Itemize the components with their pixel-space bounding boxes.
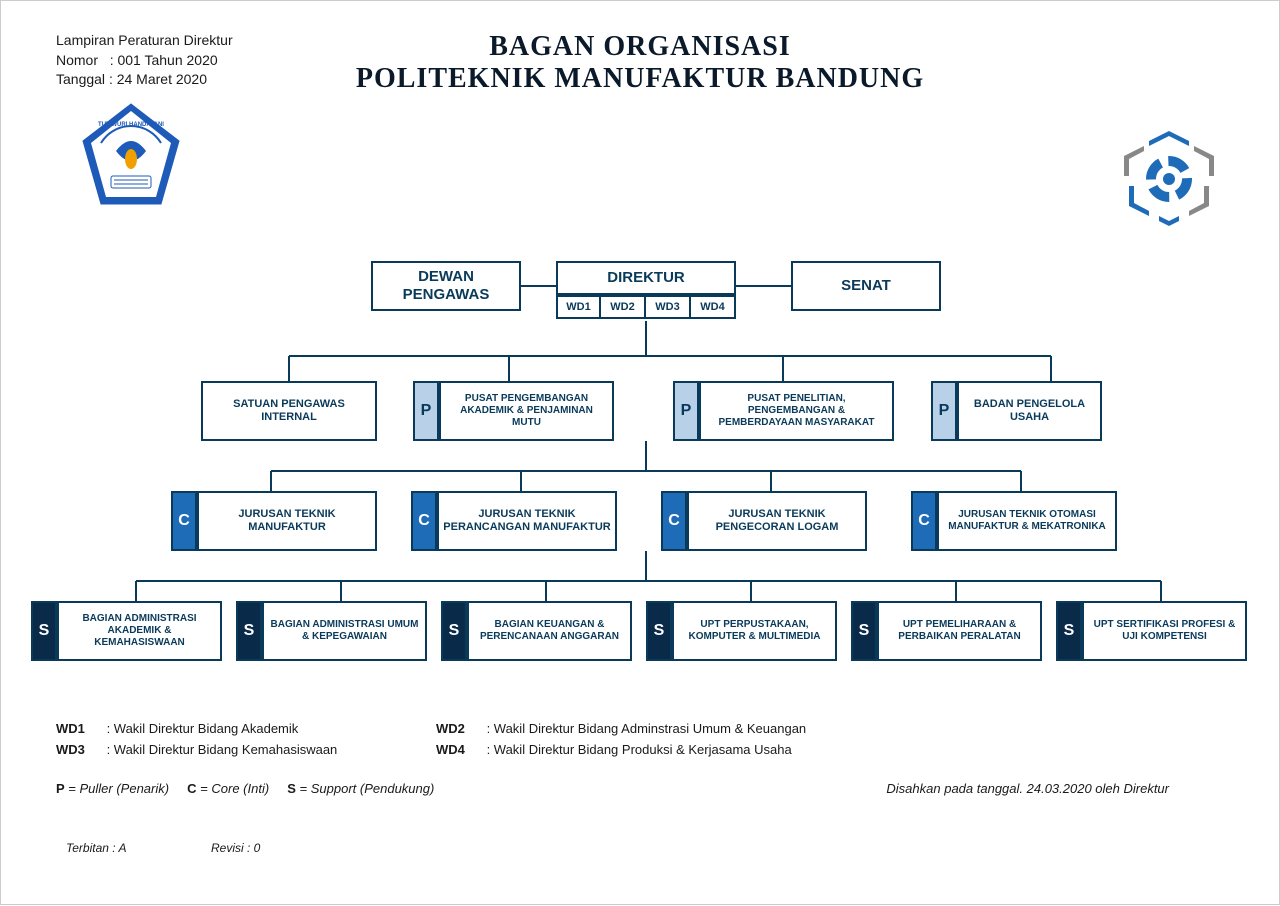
wd2-cell: WD2: [601, 295, 646, 319]
box-ppapm: PUSAT PENGEMBANGAN AKADEMIK & PENJAMINAN…: [439, 381, 614, 441]
wd3-k: WD3: [56, 742, 85, 757]
c-k: C: [187, 781, 196, 796]
footer-terbitan: Terbitan : A: [66, 841, 126, 855]
tag-s-3: S: [441, 601, 467, 661]
box-bauk: BAGIAN ADMINISTRASI UMUM & KEPEGAWAIAN: [262, 601, 427, 661]
wd-legend: WD1 : Wakil Direktur Bidang Akademik WD2…: [56, 721, 806, 757]
tag-s-4: S: [646, 601, 672, 661]
tag-c-2: C: [411, 491, 437, 551]
approval-text: Disahkan pada tanggal. 24.03.2020 oleh D…: [886, 781, 1169, 796]
box-spi: SATUAN PENGAWAS INTERNAL: [201, 381, 377, 441]
tag-s-5: S: [851, 601, 877, 661]
tag-c-3: C: [661, 491, 687, 551]
wd4-v: : Wakil Direktur Bidang Produksi & Kerja…: [487, 742, 792, 757]
s-k: S: [287, 781, 296, 796]
tag-p-2: P: [673, 381, 699, 441]
box-upt-pkm: UPT PERPUSTAKAAN, KOMPUTER & MULTIMEDIA: [672, 601, 837, 661]
wd4-k: WD4: [436, 742, 465, 757]
box-baak: BAGIAN ADMINISTRASI AKADEMIK & KEMAHASIS…: [57, 601, 222, 661]
wd2-k: WD2: [436, 721, 465, 736]
wd3-cell: WD3: [646, 295, 691, 319]
tag-s-6: S: [1056, 601, 1082, 661]
box-jtpl: JURUSAN TEKNIK PENGECORAN LOGAM: [687, 491, 867, 551]
wd3-v: : Wakil Direktur Bidang Kemahasiswaan: [107, 742, 338, 757]
wd4-cell: WD4: [691, 295, 736, 319]
box-bpu: BADAN PENGELOLA USAHA: [957, 381, 1102, 441]
s-v: = Support (Pendukung): [300, 781, 435, 796]
wd1-v: : Wakil Direktur Bidang Akademik: [107, 721, 299, 736]
tag-p-3: P: [931, 381, 957, 441]
c-v: = Core (Inti): [200, 781, 269, 796]
box-upt-pp: UPT PEMELIHARAAN & PERBAIKAN PERALATAN: [877, 601, 1042, 661]
box-pppm: PUSAT PENELITIAN, PENGEMBANGAN & PEMBERD…: [699, 381, 894, 441]
p-k: P: [56, 781, 65, 796]
p-v: = Puller (Penarik): [68, 781, 169, 796]
box-jtpm: JURUSAN TEKNIK PERANCANGAN MANUFAKTUR: [437, 491, 617, 551]
box-senat: SENAT: [791, 261, 941, 311]
wd-row: WD1 WD2 WD3 WD4: [556, 295, 736, 319]
footer-revisi: Revisi : 0: [211, 841, 260, 855]
wd1-k: WD1: [56, 721, 85, 736]
wd1-cell: WD1: [556, 295, 601, 319]
box-upt-spuk: UPT SERTIFIKASI PROFESI & UJI KOMPETENSI: [1082, 601, 1247, 661]
tag-c-4: C: [911, 491, 937, 551]
tag-c-1: C: [171, 491, 197, 551]
tag-legend: P = Puller (Penarik) C = Core (Inti) S =…: [56, 781, 434, 796]
tag-s-2: S: [236, 601, 262, 661]
box-jtm: JURUSAN TEKNIK MANUFAKTUR: [197, 491, 377, 551]
tag-p-1: P: [413, 381, 439, 441]
box-bkpa: BAGIAN KEUANGAN & PERENCANAAN ANGGARAN: [467, 601, 632, 661]
box-jtomm: JURUSAN TEKNIK OTOMASI MANUFAKTUR & MEKA…: [937, 491, 1117, 551]
box-dewan-pengawas: DEWAN PENGAWAS: [371, 261, 521, 311]
tag-s-1: S: [31, 601, 57, 661]
wd2-v: : Wakil Direktur Bidang Adminstrasi Umum…: [487, 721, 807, 736]
connector-lines: [1, 1, 1280, 906]
box-direktur: DIREKTUR: [556, 261, 736, 295]
